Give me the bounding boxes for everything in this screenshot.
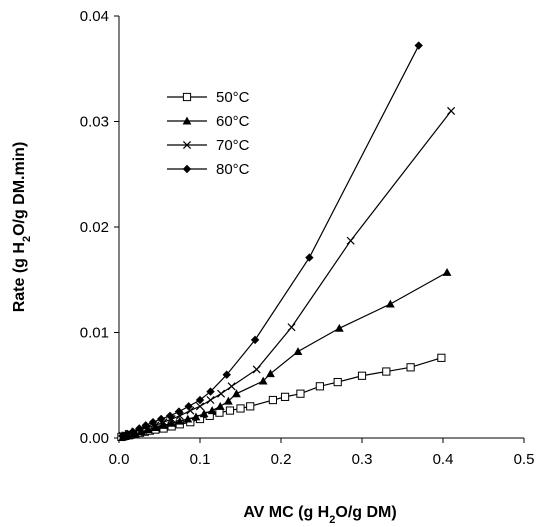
legend-label: 60°C xyxy=(216,113,250,130)
data-point-diamond xyxy=(414,41,423,50)
data-point-triangle xyxy=(442,267,452,276)
legend-item: 80°C xyxy=(167,161,250,178)
data-point-x xyxy=(287,323,296,332)
x-tick-label: 0.1 xyxy=(190,451,211,468)
data-point-x xyxy=(217,389,226,398)
y-tick-label: 0.04 xyxy=(80,8,109,25)
data-point-square xyxy=(406,363,415,372)
series-70C xyxy=(119,106,456,440)
x-tick-label: 0.2 xyxy=(271,451,292,468)
series-lines xyxy=(117,41,456,442)
legend-label: 80°C xyxy=(216,161,250,178)
data-point-square xyxy=(236,404,245,413)
legend-item: 50°C xyxy=(167,89,250,106)
x-tick-label: 0.3 xyxy=(352,451,373,468)
legend-item: 60°C xyxy=(167,113,250,130)
data-point-x xyxy=(195,402,205,411)
data-point-diamond xyxy=(141,421,150,430)
series-line xyxy=(122,45,420,437)
x-tick-label: 0.4 xyxy=(433,451,454,468)
data-point-square xyxy=(246,402,255,411)
legend-label: 50°C xyxy=(216,89,250,106)
y-tick-label: 0.00 xyxy=(80,430,109,447)
x-axis-label: AV MC (g H2O/g DM) xyxy=(243,504,396,526)
data-point-diamond xyxy=(184,402,193,411)
data-point-diamond xyxy=(128,427,137,436)
data-point-triangle xyxy=(215,401,225,410)
data-point-square xyxy=(382,367,391,376)
data-point-triangle xyxy=(385,299,395,308)
data-point-diamond xyxy=(250,335,260,345)
data-point-square xyxy=(315,382,324,391)
data-point-square xyxy=(296,389,305,398)
data-point-square xyxy=(437,353,446,362)
y-tick-label: 0.01 xyxy=(80,325,109,342)
data-point-diamond xyxy=(135,424,144,433)
data-point-square xyxy=(357,371,367,380)
y-axis-label: Rate (g H2O/g DM.min) xyxy=(11,142,33,313)
data-point-diamond xyxy=(148,417,158,427)
data-point-triangle xyxy=(199,409,209,418)
data-point-x xyxy=(182,140,192,150)
axes: 0.0 0.1 0.2 0.3 0.4 0.5 0.00 0.01 0.02 0.03 0.04 xyxy=(80,8,535,468)
data-point-diamond xyxy=(182,164,192,174)
data-point-square xyxy=(225,406,235,415)
data-point-x xyxy=(206,395,215,405)
data-point-square xyxy=(268,395,277,405)
data-point-triangle xyxy=(293,347,303,356)
y-tick-label: 0.03 xyxy=(80,114,109,131)
data-point-triangle xyxy=(175,416,185,425)
data-point-square xyxy=(182,92,192,102)
data-point-diamond xyxy=(156,414,166,424)
data-point-triangle xyxy=(207,406,217,415)
data-point-triangle xyxy=(232,389,241,398)
series-line xyxy=(122,110,452,437)
data-point-triangle xyxy=(334,323,344,332)
data-point-square xyxy=(333,377,342,387)
legend-item: 70°C xyxy=(167,137,250,154)
data-point-triangle xyxy=(183,414,193,423)
data-point-triangle xyxy=(167,418,177,427)
data-point-triangle xyxy=(151,423,160,431)
series-line xyxy=(122,271,448,438)
data-point-triangle xyxy=(258,376,268,385)
data-point-x xyxy=(447,106,456,115)
data-point-triangle xyxy=(191,412,201,421)
data-point-triangle xyxy=(143,425,153,434)
data-point-x xyxy=(227,382,236,391)
legend-label: 70°C xyxy=(216,137,250,154)
data-point-diamond xyxy=(174,407,184,416)
legend: 50°C 60°C 70°C 80°C xyxy=(167,89,250,178)
data-point-triangle xyxy=(137,427,147,436)
data-point-triangle xyxy=(223,396,233,405)
data-point-diamond xyxy=(206,387,215,396)
series-80C xyxy=(118,41,423,441)
data-point-triangle xyxy=(266,369,275,378)
data-point-diamond xyxy=(195,395,205,405)
x-tick-label: 0.0 xyxy=(109,451,130,468)
data-point-x xyxy=(252,365,261,374)
data-point-square xyxy=(280,392,290,401)
y-tick-label: 0.02 xyxy=(80,219,109,236)
data-point-diamond xyxy=(222,370,231,379)
data-point-diamond xyxy=(118,431,127,441)
data-point-diamond xyxy=(305,253,314,262)
data-point-x xyxy=(346,236,355,245)
data-point-diamond xyxy=(165,411,175,421)
x-tick-label: 0.5 xyxy=(514,451,535,468)
data-point-square xyxy=(215,408,224,417)
data-point-triangle xyxy=(159,420,168,429)
data-point-triangle xyxy=(182,116,192,125)
